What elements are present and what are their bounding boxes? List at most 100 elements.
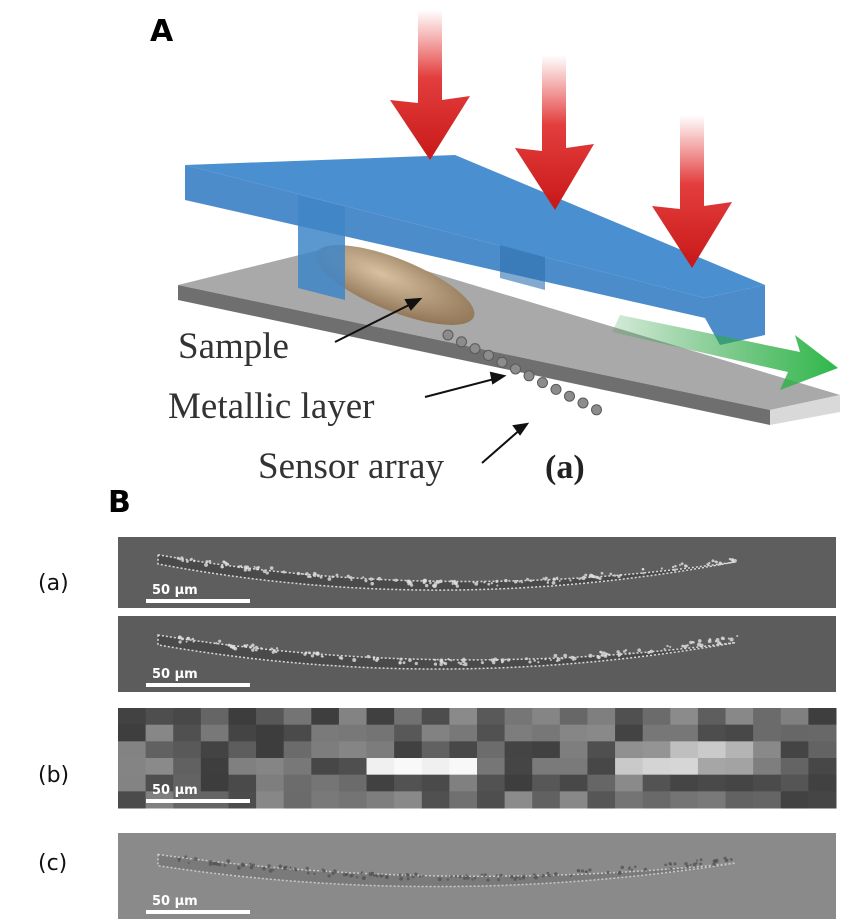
pixel [587,758,615,775]
scale-label: 50 μm [152,583,198,598]
speckle [269,869,273,873]
pixel [146,758,174,775]
pixel [726,775,754,792]
speckle [272,869,274,871]
speckle [208,560,211,563]
row-label: (a) [38,571,69,596]
speckle [578,870,580,872]
speckle [681,562,684,565]
speckle [725,859,728,862]
pixel [808,725,836,742]
speckle [600,651,603,654]
speckle [507,658,510,661]
speckle [464,662,468,666]
pixel [367,741,395,758]
speckle [439,663,442,666]
pixel [532,775,560,792]
speckle [483,873,486,876]
speckle [212,862,215,865]
speckle [553,577,556,580]
speckle [186,641,188,643]
speckle [250,866,254,870]
speckle [513,877,517,881]
speckle [380,874,383,877]
row-label: (b) [38,763,69,788]
pixel [808,758,836,775]
pixel [118,791,146,808]
speckle [351,874,354,877]
speckle [686,865,689,868]
speckle [438,877,442,881]
speckle [493,658,497,662]
pixel [670,708,698,725]
speckle [444,662,447,665]
scale-label: 50 μm [152,667,198,682]
speckle [284,866,287,869]
speckle [410,584,413,587]
speckle [184,855,187,858]
speckle [339,656,342,659]
speckle [373,656,376,659]
speckle [689,641,692,644]
pixel [726,791,754,808]
sensor [484,350,494,360]
speckle [491,582,493,584]
pixel [228,725,256,742]
speckle [614,574,616,576]
pixel [394,758,422,775]
speckle [349,576,352,579]
pixel [284,725,312,742]
pixel [228,758,256,775]
speckle [715,561,718,564]
speckle [307,872,310,875]
speckle [385,875,389,879]
pixel [173,708,201,725]
speckle [322,656,324,658]
pointer-head [491,373,504,383]
speckle [471,878,473,880]
speckle [394,579,397,582]
speckle [364,579,367,582]
pixel [422,741,450,758]
sensor [551,384,561,394]
speckle [650,650,654,654]
pixel [781,775,809,792]
speckle [257,566,260,569]
speckle [335,574,338,577]
speckle [267,864,271,868]
speckle [181,559,184,562]
pixel [560,708,588,725]
pixel [449,758,477,775]
pixel [449,741,477,758]
pixel [367,708,395,725]
pixel [808,775,836,792]
speckle [407,877,410,880]
pixel [781,725,809,742]
pixel [781,758,809,775]
speckle [306,867,309,870]
speckle [736,635,738,637]
speckle [320,576,323,579]
speckle [545,577,548,580]
speckle [642,572,644,574]
speckle [474,582,478,586]
speckle [504,579,507,582]
speckle [664,648,666,650]
pixel [808,791,836,808]
speckle [323,870,326,873]
pixel [808,741,836,758]
speckle [206,560,209,563]
speckle [495,580,498,583]
speckle [450,875,452,877]
speckle [327,874,330,877]
pixel [201,741,229,758]
speckle [302,573,304,575]
speckle [412,875,415,878]
speckle [556,577,558,579]
speckle [718,562,722,566]
pixel [532,725,560,742]
speckle [542,577,544,579]
pixel [615,741,643,758]
pixel [505,758,533,775]
speckle [557,658,561,662]
